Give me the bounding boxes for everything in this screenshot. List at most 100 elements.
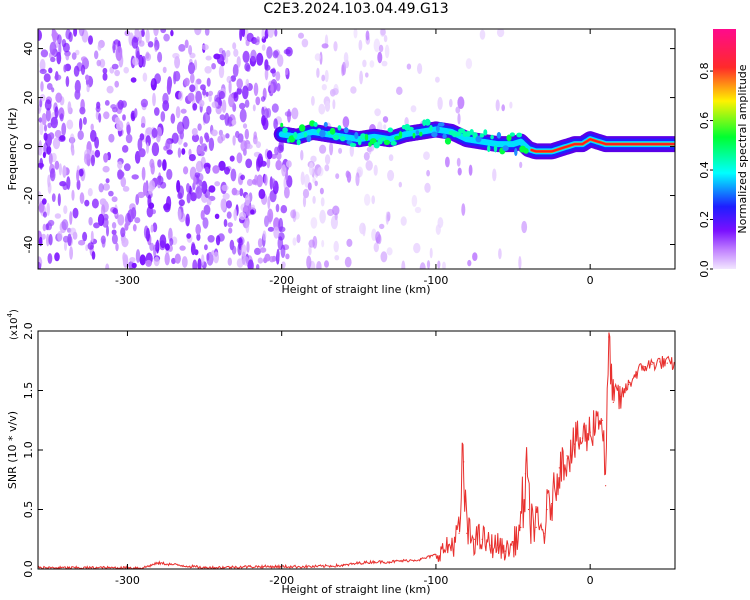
- snr-point: [473, 538, 476, 540]
- noise-cell: [233, 48, 239, 58]
- noise-cell: [72, 207, 79, 219]
- noise-cell: [190, 243, 196, 256]
- noise-cell: [141, 55, 146, 68]
- snr-point: [419, 558, 422, 561]
- noise-cell: [231, 187, 238, 196]
- noise-cell: [260, 96, 266, 102]
- noise-cell: [154, 107, 160, 116]
- noise-cell: [385, 211, 389, 225]
- signal-blob: [514, 148, 518, 156]
- noise-cell: [332, 99, 336, 110]
- noise-cell: [457, 167, 462, 176]
- signal-trace: [273, 118, 675, 160]
- noise-cell: [166, 149, 173, 155]
- noise-cell: [149, 242, 155, 251]
- noise-cell: [208, 94, 212, 102]
- noise-cell: [316, 67, 320, 78]
- noise-cell: [365, 160, 373, 171]
- noise-cell: [123, 66, 129, 74]
- noise-cell: [245, 158, 253, 169]
- x-tick-label: -300: [115, 574, 140, 587]
- noise-cell: [138, 40, 145, 47]
- snr-point: [543, 532, 545, 534]
- noise-cell: [292, 237, 297, 246]
- snr-point: [546, 508, 548, 511]
- noise-cell: [449, 98, 453, 108]
- noise-cell: [142, 72, 148, 82]
- snr-point: [481, 538, 483, 540]
- noise-cell: [267, 208, 274, 223]
- noise-cell: [211, 62, 217, 70]
- noise-cell: [241, 29, 246, 38]
- signal-blob: [306, 135, 312, 143]
- noise-cell: [378, 44, 384, 53]
- colorbar-tick-label: 0.4: [698, 161, 711, 179]
- noise-cell: [362, 223, 366, 237]
- noise-cell: [102, 183, 111, 191]
- noise-cell: [62, 165, 67, 178]
- noise-cell: [253, 131, 257, 140]
- colorbar-tick-label: 0.6: [698, 112, 711, 129]
- noise-cell: [48, 233, 53, 246]
- noise-cell: [120, 227, 126, 238]
- noise-cell: [69, 211, 73, 225]
- noise-cell: [145, 259, 152, 267]
- noise-cell: [208, 90, 214, 96]
- noise-cell: [284, 111, 292, 117]
- noise-cell: [272, 50, 279, 59]
- noise-cell: [179, 245, 186, 251]
- noise-cell: [278, 217, 284, 232]
- noise-cell: [192, 103, 198, 111]
- snr-frame: [37, 330, 676, 570]
- noise-cell: [239, 108, 247, 123]
- snr-point: [566, 455, 568, 457]
- snr-point: [666, 362, 668, 364]
- noise-cell: [65, 29, 71, 40]
- noise-cell: [261, 29, 265, 40]
- noise-cell: [267, 226, 275, 232]
- noise-cell: [44, 124, 47, 132]
- noise-cell: [423, 151, 430, 160]
- noise-cell: [43, 142, 49, 155]
- noise-cell: [155, 241, 159, 250]
- noise-cell: [51, 193, 56, 203]
- noise-cell: [57, 34, 62, 45]
- noise-cell: [253, 82, 259, 97]
- signal-blob: [429, 125, 433, 132]
- noise-cell: [492, 168, 497, 182]
- noise-cell: [359, 70, 363, 85]
- noise-cell: [40, 49, 49, 58]
- noise-cell: [180, 108, 187, 114]
- x-tick-label: -100: [423, 274, 448, 287]
- noise-cell: [333, 240, 339, 253]
- noise-cell: [301, 38, 309, 48]
- noise-cell: [224, 55, 229, 65]
- noise-cell: [338, 147, 343, 154]
- noise-cell: [186, 192, 191, 204]
- noise-cell: [106, 85, 114, 94]
- noise-cell: [78, 168, 84, 177]
- snr-point: [589, 431, 591, 433]
- noise-cell: [239, 211, 247, 221]
- noise-cell: [266, 108, 272, 118]
- noise-cell: [308, 239, 316, 248]
- noise-cell: [94, 136, 99, 149]
- noise-cell: [271, 67, 276, 78]
- noise-cell: [442, 261, 446, 269]
- signal-blob: [360, 133, 367, 140]
- noise-cell: [204, 29, 210, 36]
- noise-cell: [44, 99, 52, 111]
- snr-point: [524, 473, 527, 475]
- noise-cell: [195, 224, 201, 235]
- noise-cell: [254, 38, 260, 46]
- noise-cell: [86, 84, 90, 93]
- noise-cell: [174, 56, 181, 69]
- noise-cell: [321, 84, 327, 91]
- noise-cell: [114, 69, 120, 77]
- noise-cell: [280, 205, 288, 214]
- noise-cell: [162, 66, 167, 74]
- snr-xlabel: Height of straight line (km): [281, 583, 430, 596]
- x-tick-label: -200: [269, 274, 294, 287]
- noise-cell: [319, 144, 327, 154]
- noise-cell: [377, 51, 383, 64]
